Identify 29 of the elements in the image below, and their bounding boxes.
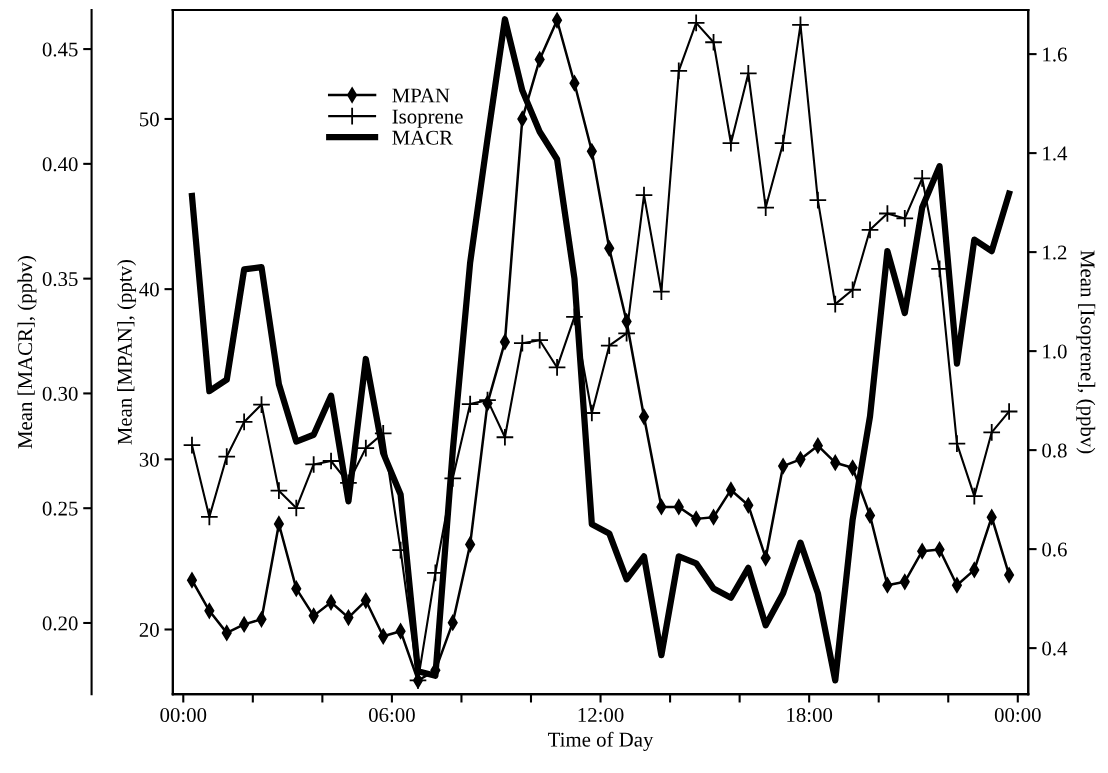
y3-tick-label: 0.20	[42, 616, 78, 631]
legend-label: MACR	[392, 130, 454, 145]
y-tick-label: 40	[139, 282, 159, 297]
y-tick-label: 20	[139, 622, 159, 637]
y2-tick-label: 1.4	[1043, 146, 1068, 161]
x-tick-label: 12:00	[578, 707, 624, 723]
y2-tick-label: 0.8	[1042, 443, 1067, 458]
y3-tick-label: 0.25	[42, 501, 78, 516]
y3-tick-label: 0.30	[42, 386, 78, 401]
x-tick-label: 18:00	[787, 707, 833, 723]
y3-tick-label: 0.45	[42, 42, 78, 57]
y3-tick-label: 0.35	[42, 272, 78, 287]
x-axis-title: Time of Day	[548, 731, 654, 751]
x-tick-label: 00:00	[160, 707, 207, 723]
y2-tick-label: 0.4	[1042, 641, 1068, 656]
y3-tick-label: 0.40	[42, 157, 78, 172]
y2-tick-label: 1.2	[1043, 245, 1067, 260]
y3-axis-title: Mean [MACR], (ppbv)	[17, 256, 37, 449]
y-axis-title: Mean [MPAN], (pptv)	[117, 259, 137, 445]
y-tick-label: 30	[139, 452, 159, 467]
x-tick-label: 06:00	[368, 707, 415, 723]
y-tick-label: 50	[140, 112, 159, 127]
y2-axis-title: Mean [Isoprene], (ppbv)	[1076, 250, 1096, 454]
legend-label: MPAN	[392, 88, 450, 103]
y2-tick-label: 0.6	[1042, 542, 1067, 557]
y2-tick-label: 1.0	[1043, 344, 1067, 359]
legend-label: Isoprene	[392, 109, 463, 128]
y2-tick-label: 1.6	[1043, 47, 1067, 62]
x-tick-label: 00:00	[994, 707, 1041, 723]
